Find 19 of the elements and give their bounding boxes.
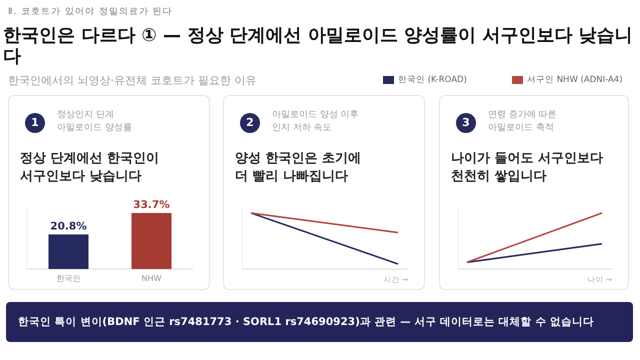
text: 1	[25, 113, 45, 133]
text: 2	[240, 113, 260, 133]
x-tick-label: 한국인	[56, 274, 80, 283]
text: 한국인은 다르다 ① — 정상 단계에선 아밀로이드 양성률이 서구인보다 낮습니다	[3, 25, 634, 67]
chart-subtitle: 연령 증가에 따른 아밀로이드 축적	[488, 109, 557, 135]
text: Ⅱ. 코호트가 있어야 정밀의료가 된다	[8, 6, 173, 18]
chart-title: 정상 단계에선 한국인이 서구인보다 낮습니다	[20, 150, 160, 186]
legend-label: 서구인 NHW (ADNI-A4)	[527, 74, 623, 86]
chart-title: 나이가 들어도 서구인보다 천천히 쌓입니다	[451, 150, 604, 186]
chart-title: 양성 한국인은 초기에 더 빨리 나빠집니다	[235, 150, 362, 186]
text: 한국인 특이 변이(BDNF 인근 rs7481773 · SORL1 rs74690923)과 관련 — 서구 데이터로는 대체할 수 없습니다	[18, 315, 595, 329]
data-label: 33.7%	[133, 199, 170, 211]
text: 3	[456, 113, 476, 133]
chart-subtitle: 정상인지 단계 아밀로이드 양성률	[57, 109, 132, 135]
legend-label: 한국인 (K-ROAD)	[398, 74, 467, 86]
chart-subtitle: 아밀로이드 양성 이후 인지 저하 속도	[272, 109, 359, 135]
text: 한국인에서의 뇌영상·유전체 코호트가 필요한 이유	[8, 73, 256, 88]
data-label: 20.8%	[50, 220, 88, 232]
x-tick-label: NHW	[142, 274, 162, 283]
